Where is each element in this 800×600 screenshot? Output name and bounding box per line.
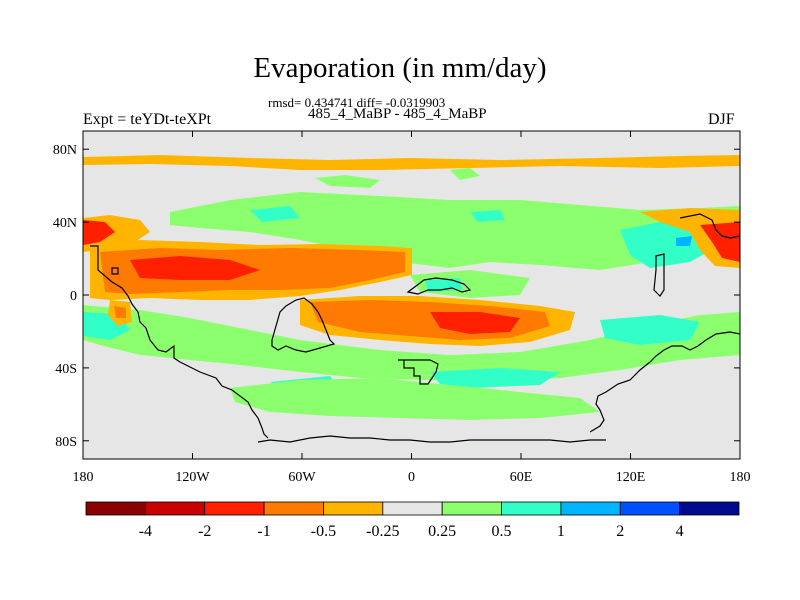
contour-north-blue-1 — [676, 236, 692, 246]
colorbar — [85, 501, 740, 516]
colorbar-swatch — [441, 501, 502, 516]
colorbar-swatch — [144, 501, 206, 516]
contour-south-green-band — [83, 305, 740, 382]
contour-arctic-green — [315, 175, 380, 188]
contour-north-green-band — [170, 192, 740, 270]
season-label: DJF — [708, 111, 735, 128]
coastline-east-asia — [653, 253, 665, 297]
experiment-label: Expt = teYDt-teXPt — [83, 111, 212, 128]
coastline-south-america — [271, 297, 336, 353]
colorbar-label: 4 — [676, 523, 684, 540]
colorbar-swatch — [323, 501, 384, 516]
colorbar-label: 0.5 — [492, 523, 512, 540]
x-tick-labels: 180 120W 60W 0 60E 120E 180 — [73, 470, 751, 485]
y-tick-label: 0 — [70, 289, 77, 304]
contour-nw-red — [83, 220, 115, 245]
colorbar-swatch — [85, 501, 146, 516]
colorbar-swatch — [679, 501, 740, 516]
contour-strop-red — [430, 312, 520, 334]
contour-arctic-orange — [83, 155, 740, 170]
colorbar-swatch — [501, 501, 562, 516]
axis-ticks — [82, 131, 741, 459]
coastline-antarctic — [257, 435, 606, 443]
x-tick-label: 120W — [175, 470, 210, 485]
colorbar-label: 2 — [616, 523, 624, 540]
colorbar-swatch — [382, 501, 443, 516]
coastline-us-west — [111, 267, 119, 275]
contour-south-cyan-2 — [600, 315, 700, 345]
contour-ne-orange — [640, 208, 740, 268]
colorbar-label: -2 — [198, 523, 211, 540]
contour-fields — [83, 155, 740, 420]
contour-ntrop-red — [130, 256, 260, 280]
contour-south-cyan-3 — [430, 368, 560, 388]
coastline-ne-asia — [679, 213, 741, 239]
colorbar-swatch — [204, 501, 265, 516]
colorbar-label: -4 — [139, 523, 152, 540]
contour-arctic-green-2 — [450, 168, 480, 180]
contour-north-cyan-2 — [470, 210, 505, 222]
colorbar-labels: -4 -2 -1 -0.5 -0.25 0.25 0.5 1 2 4 — [139, 523, 684, 540]
stats-line: rmsd= 0.434741 diff= -0.0319903 — [268, 95, 446, 110]
coastlines — [90, 213, 741, 443]
colorbar-label: 1 — [557, 523, 565, 540]
colorbar-label: -0.5 — [311, 523, 336, 540]
x-tick-label: 180 — [73, 470, 94, 485]
colorbar-label: -1 — [257, 523, 270, 540]
contour-equator-orange-small — [114, 306, 126, 318]
y-tick-labels: 80N 40N 0 40S 80S — [53, 143, 77, 450]
colorbar-swatch — [619, 501, 681, 516]
colorbar-swatch — [263, 501, 324, 516]
coastline-africa-equatorial — [406, 277, 472, 295]
contour-southocean-green — [230, 378, 600, 420]
contour-north-cyan-1 — [250, 206, 300, 222]
x-tick-label: 60W — [288, 470, 316, 485]
y-tick-label: 40N — [53, 216, 77, 231]
colorbar-swatch — [560, 501, 621, 516]
y-tick-label: 80N — [53, 143, 77, 158]
y-tick-label: 80S — [55, 435, 77, 450]
plot-title: Evaporation (in mm/day) — [253, 52, 547, 84]
contour-ne-red — [700, 222, 740, 262]
coastline-southern-africa — [398, 359, 439, 385]
colorbar-label: -0.25 — [366, 523, 399, 540]
colorbar-label: 0.25 — [428, 523, 456, 540]
y-tick-label: 40S — [55, 362, 77, 377]
coastline-americas — [90, 245, 269, 439]
x-tick-label: 60E — [510, 470, 533, 485]
x-tick-label: 0 — [408, 470, 415, 485]
plot-subtitle: 485_4_MaBP - 485_4_MaBP — [308, 106, 487, 122]
coastline-australia — [589, 331, 741, 433]
x-tick-label: 180 — [730, 470, 751, 485]
x-tick-label: 120E — [616, 470, 646, 485]
